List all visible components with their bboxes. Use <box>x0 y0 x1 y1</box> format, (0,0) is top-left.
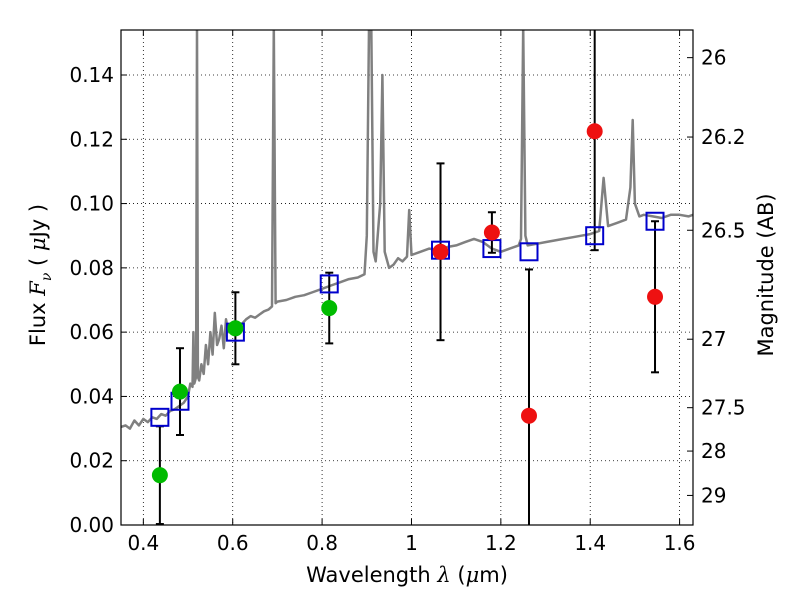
spectrum-line <box>121 30 693 430</box>
right-axis-tick-label: 27 <box>701 327 726 351</box>
optical-data-point <box>151 467 168 484</box>
right-axis-tick-label: 26.2 <box>701 125 746 149</box>
model-photometry-square <box>519 242 539 262</box>
y-axis-label: Flux Fν ( μJy ) <box>26 204 55 346</box>
model-photometry-square <box>645 211 665 231</box>
nir-data-point <box>483 224 500 241</box>
nir-data-point <box>647 288 664 305</box>
right-axis-tick-label: 29 <box>701 483 726 507</box>
optical-data-point <box>227 320 244 337</box>
y-tick-label: 0.00 <box>69 513 114 537</box>
optical-data-point <box>171 383 188 400</box>
right-axis-label: Magnitude (AB) <box>754 193 778 356</box>
y-tick-label: 0.02 <box>69 449 114 473</box>
right-axis-tick-label: 27.5 <box>701 396 746 420</box>
nir-data-point <box>520 407 537 424</box>
x-tick-label: 1.4 <box>574 531 606 555</box>
right-axis-tick-label: 26.5 <box>701 218 746 242</box>
y-tick-label: 0.10 <box>69 192 114 216</box>
x-tick-label: 1.6 <box>664 531 696 555</box>
x-tick-label: 1 <box>405 531 418 555</box>
optical-data-point <box>321 300 338 317</box>
nir-data-point <box>586 123 603 140</box>
nir-data-point <box>432 243 449 260</box>
y-tick-label: 0.08 <box>69 256 114 280</box>
x-tick-label: 0.4 <box>127 531 159 555</box>
y-tick-label: 0.06 <box>69 320 114 344</box>
grid-lines <box>121 30 693 525</box>
axis-ticks: 0.4 0.6 0.8 1 1.2 1.4 1.6 0.00 0.02 0.04 0.06 0.08 0… <box>69 30 746 555</box>
y-tick-label: 0.14 <box>69 63 114 87</box>
plot-frame <box>120 29 694 526</box>
y-tick-label: 0.04 <box>69 384 114 408</box>
y-tick-label: 0.12 <box>69 127 114 151</box>
model-photometry-square <box>319 274 339 294</box>
right-axis-tick-label: 28 <box>701 439 726 463</box>
model-photometry-square <box>150 407 170 427</box>
x-axis-label: Wavelength λ (μm) <box>306 563 508 587</box>
spectrum-layer <box>121 30 693 430</box>
x-tick-label: 0.8 <box>306 531 338 555</box>
model-photometry-square <box>585 226 605 246</box>
markers-layer <box>150 30 665 525</box>
right-axis-tick-label: 26 <box>701 46 726 70</box>
x-tick-label: 1.2 <box>485 531 517 555</box>
x-tick-label: 0.6 <box>217 531 249 555</box>
